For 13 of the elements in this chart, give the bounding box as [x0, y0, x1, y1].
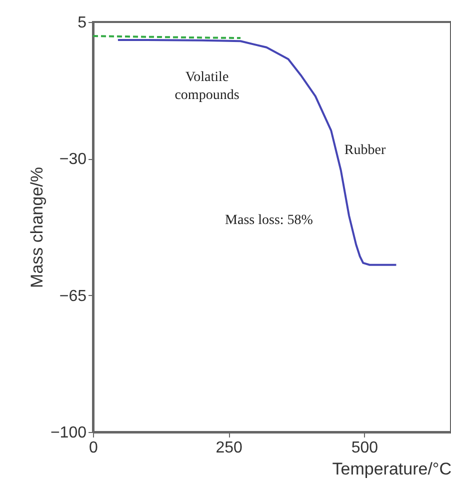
x-tick-label: 500	[351, 440, 378, 456]
x-tick-label: 250	[216, 440, 243, 456]
y-tick-label: −65	[59, 288, 87, 305]
x-tick-label: 0	[89, 440, 98, 456]
y-tick-label: −100	[50, 424, 87, 442]
line-series	[116, 38, 398, 266]
y-tick-label: −30	[59, 151, 87, 168]
annotation: Rubber	[344, 143, 386, 158]
y-axis-title: Mass change/%	[27, 167, 46, 288]
y-tick-label: 5	[78, 14, 87, 32]
annotation: Volatile compounds	[174, 70, 240, 103]
x-axis-title: Temperature/°C	[332, 460, 451, 478]
annotation: Mass loss: 58%	[225, 213, 314, 228]
